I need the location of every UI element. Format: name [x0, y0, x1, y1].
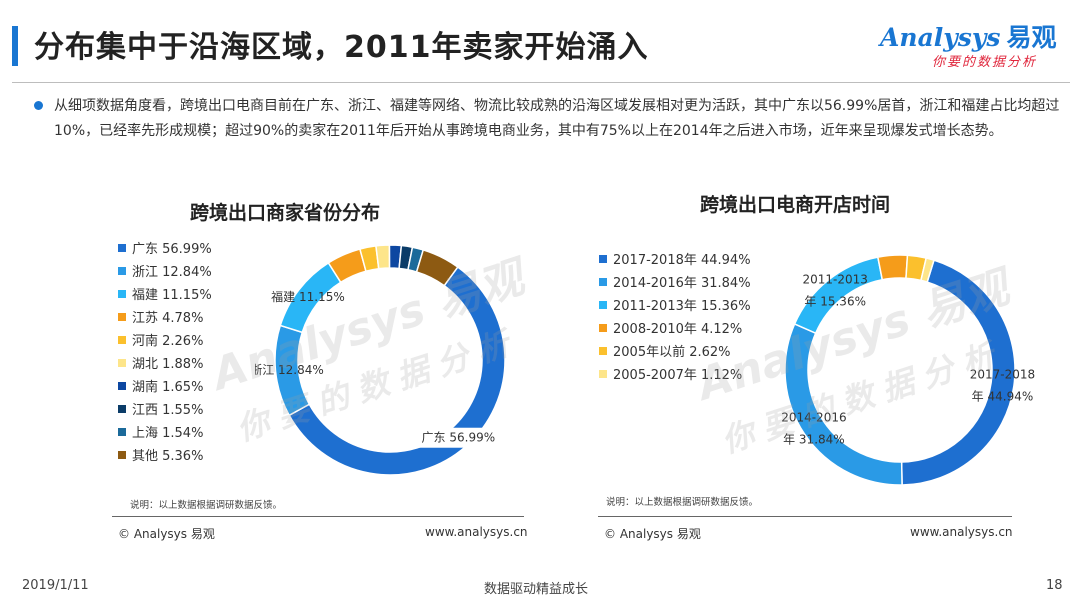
title-accent-bar — [12, 26, 18, 66]
legend-swatch — [118, 404, 126, 413]
legend-label: 2011-2013年 15.36% — [613, 299, 751, 314]
slice-label: 年 31.84% — [783, 432, 845, 446]
legend-swatch — [599, 277, 607, 286]
legend-label: 2005年以前 2.62% — [613, 345, 731, 360]
legend-item: 上海 1.54% — [118, 420, 212, 443]
legend-label: 2008-2010年 4.12% — [613, 322, 743, 337]
panel-divider-right — [598, 516, 1012, 517]
legend-swatch — [599, 300, 607, 309]
legend-item: 2008-2010年 4.12% — [599, 316, 751, 339]
chart-title-store-open: 跨境出口电商开店时间 — [700, 194, 891, 216]
donut-slice — [415, 248, 459, 287]
legend-swatch — [118, 335, 126, 344]
logo-wordmark: Analysys 易观 — [880, 18, 1057, 54]
legend-swatch — [118, 427, 126, 436]
legend-store-open: 2017-2018年 44.94% 2014-2016年 31.84% 2011-2… — [599, 247, 751, 385]
slice-label: 2017-2018 — [970, 368, 1035, 382]
legend-item: 其他 5.36% — [118, 443, 212, 466]
slice-label: 广东 56.99% — [422, 431, 496, 445]
site-link-left[interactable]: www.analysys.cn — [425, 525, 528, 539]
donut-chart-store-open: 2017-2018 年 44.94% 2014-2016 年 31.84% 2011-2… — [781, 254, 1035, 486]
copyright-right: © Analysys 易观 — [604, 527, 701, 541]
title-divider — [12, 82, 1070, 83]
footer-date: 2019/1/11 — [22, 578, 89, 593]
slice-label: 年 15.36% — [804, 294, 866, 308]
legend-label: 广东 56.99% — [132, 242, 212, 257]
slice-label: 2011-2013 — [802, 272, 867, 286]
page-title: 分布集中于沿海区域，2011年卖家开始涌入 — [34, 30, 649, 65]
legend-label: 河南 2.26% — [132, 334, 204, 349]
bullet-icon — [34, 101, 43, 110]
legend-label: 湖南 1.65% — [132, 380, 204, 395]
legend-label: 其他 5.36% — [132, 449, 204, 464]
donut-slice — [375, 244, 391, 270]
legend-item: 湖北 1.88% — [118, 351, 212, 374]
donut-slice — [288, 266, 506, 476]
summary-text: 从细项数据角度看，跨境出口电商目前在广东、浙江、福建等网络、物流比较成熟的沿海区… — [54, 98, 1060, 139]
legend-label: 上海 1.54% — [132, 426, 204, 441]
legend-province: 广东 56.99% 浙江 12.84% 福建 11.15% 江苏 4.78% 河南 2.… — [118, 236, 212, 466]
legend-item: 湖南 1.65% — [118, 374, 212, 397]
donut-slice — [876, 254, 909, 281]
legend-label: 2005-2007年 1.12% — [613, 368, 743, 383]
legend-swatch — [118, 289, 126, 298]
legend-swatch — [118, 381, 126, 390]
chart-title-province: 跨境出口商家省份分布 — [190, 202, 381, 224]
legend-item: 2005年以前 2.62% — [599, 339, 751, 362]
legend-swatch — [118, 266, 126, 275]
legend-swatch — [599, 369, 607, 378]
legend-swatch — [599, 323, 607, 332]
legend-label: 浙江 12.84% — [132, 265, 212, 280]
slice-label: 2014-2016 — [781, 410, 846, 424]
logo-text: Analysys — [880, 23, 1001, 52]
legend-swatch — [118, 358, 126, 367]
legend-label: 江西 1.55% — [132, 403, 204, 418]
legend-label: 福建 11.15% — [132, 288, 212, 303]
donut-slice — [784, 322, 903, 486]
slice-label-bg — [416, 427, 501, 448]
legend-swatch — [118, 312, 126, 321]
slice-label: 浙江 12.84% — [255, 363, 324, 377]
legend-item: 2005-2007年 1.12% — [599, 362, 751, 385]
legend-item: 2011-2013年 15.36% — [599, 293, 751, 316]
analysys-logo: Analysys 易观 你要的数据分析 — [880, 18, 1070, 74]
legend-swatch — [599, 254, 607, 263]
legend-item: 2017-2018年 44.94% — [599, 247, 751, 270]
legend-item: 浙江 12.84% — [118, 259, 212, 282]
footer-slogan: 数据驱动精益成长 — [484, 582, 589, 597]
copyright-left: © Analysys 易观 — [118, 527, 215, 541]
donut-chart-province: 广东 56.99% 浙江 12.84% 福建 11.15% — [255, 244, 506, 476]
legend-item: 江苏 4.78% — [118, 305, 212, 328]
legend-swatch — [118, 450, 126, 459]
logo-slogan: 你要的数据分析 — [932, 55, 1038, 70]
legend-item: 福建 11.15% — [118, 282, 212, 305]
legend-label: 湖北 1.88% — [132, 357, 204, 372]
slice-label: 福建 11.15% — [271, 289, 345, 304]
note-left: 说明：以上数据根据调研数据反馈。 — [130, 500, 283, 511]
site-link-right[interactable]: www.analysys.cn — [910, 525, 1013, 539]
slice-label: 年 44.94% — [972, 390, 1034, 404]
legend-label: 2014-2016年 31.84% — [613, 276, 751, 291]
panel-divider-left — [112, 516, 524, 517]
legend-item: 广东 56.99% — [118, 236, 212, 259]
donut-slice — [920, 257, 935, 284]
legend-swatch — [599, 346, 607, 355]
note-right: 说明：以上数据根据调研数据反馈。 — [606, 497, 759, 508]
legend-item: 河南 2.26% — [118, 328, 212, 351]
logo-cn: 易观 — [1006, 23, 1057, 52]
legend-swatch — [118, 243, 126, 252]
legend-label: 江苏 4.78% — [132, 311, 204, 326]
legend-item: 2014-2016年 31.84% — [599, 270, 751, 293]
page-number: 18 — [1046, 578, 1063, 593]
legend-label: 2017-2018年 44.94% — [613, 253, 751, 268]
legend-item: 江西 1.55% — [118, 397, 212, 420]
